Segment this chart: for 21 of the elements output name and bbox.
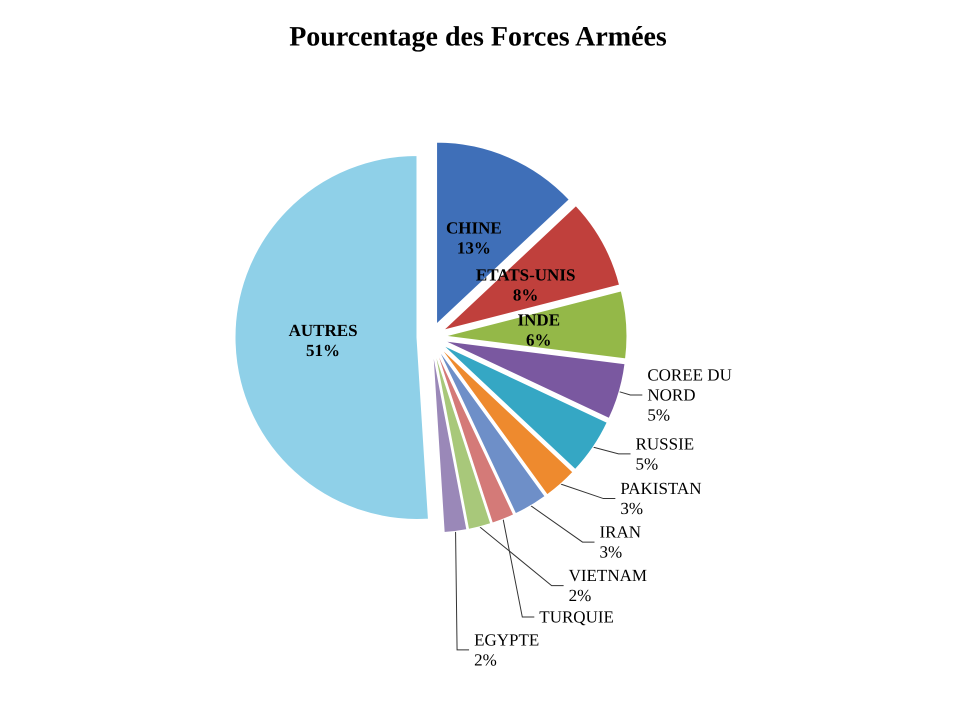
slice-label: VIETNAM xyxy=(568,566,648,586)
data-label: 51% xyxy=(306,340,340,360)
data-label: 2% xyxy=(568,586,592,606)
data-label: 3% xyxy=(620,499,644,518)
data-label: 13% xyxy=(456,238,491,258)
slice-label: INDE xyxy=(518,310,560,330)
data-label: 5% xyxy=(647,406,670,425)
data-label: 6% xyxy=(526,330,552,350)
data-label: 2% xyxy=(474,650,497,670)
data-label: 3% xyxy=(599,542,622,562)
chart-title: Pourcentage des Forces Armées xyxy=(289,22,667,52)
slice-label: COREE DU NORD xyxy=(647,366,732,405)
data-label: 5% xyxy=(636,454,658,474)
slice-label: PAKISTAN xyxy=(620,479,702,498)
slice-label: IRAN xyxy=(599,522,642,542)
slice-label: EGYPTE xyxy=(474,630,540,650)
slice-label: TURQUIE xyxy=(539,608,614,627)
slice-label: AUTRES xyxy=(288,320,358,340)
data-label: 8% xyxy=(512,285,538,304)
slice-label: RUSSIE xyxy=(636,434,694,454)
slice-label: CHINE xyxy=(446,218,502,238)
